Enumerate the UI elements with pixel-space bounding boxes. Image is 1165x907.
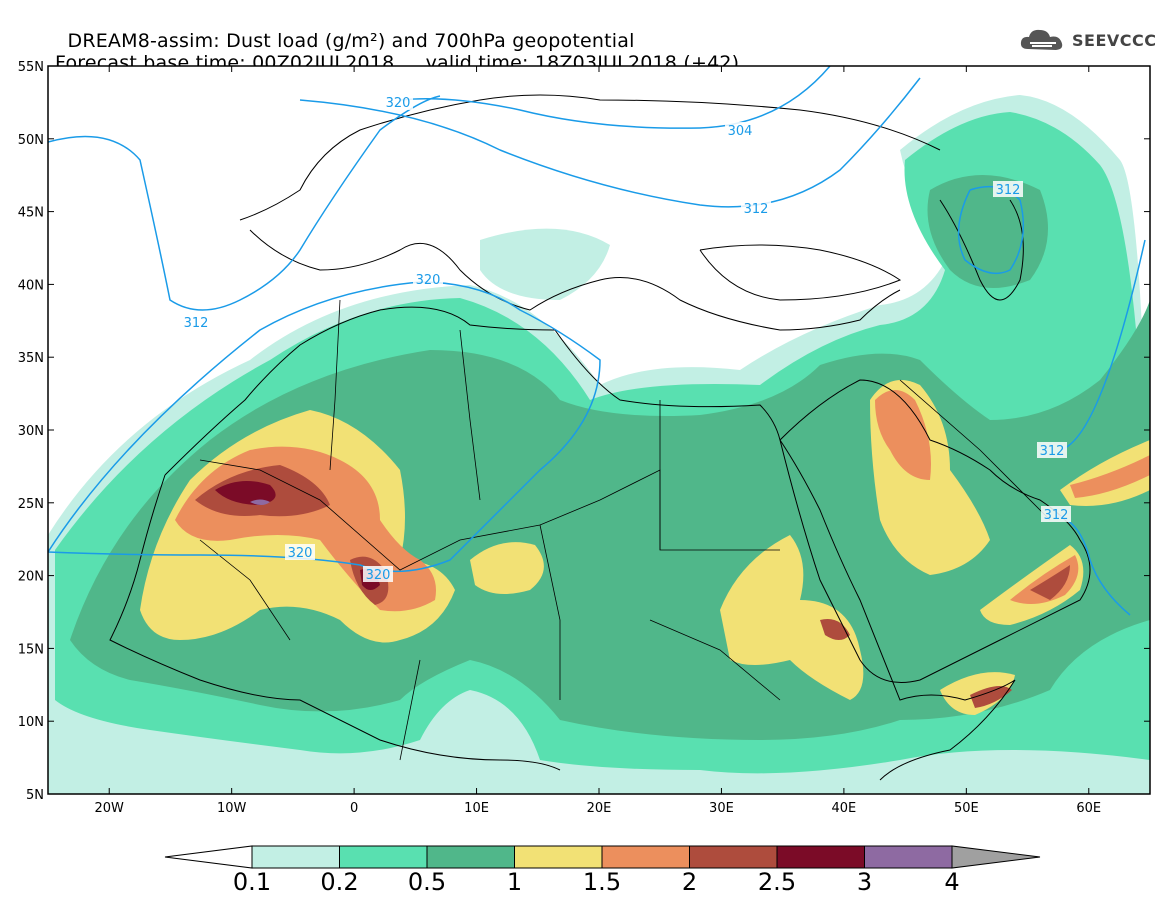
colorbar-label: 0.1 [232, 868, 272, 896]
contour-label: 312 [1040, 444, 1065, 459]
logo-text: SEEVCCC [1072, 30, 1157, 50]
contour-label: 312 [1044, 508, 1069, 523]
colorbar-segment [776, 845, 865, 869]
lon-label: 60E [1076, 801, 1101, 816]
lon-label: 30E [709, 801, 734, 816]
colorbar-segment [864, 845, 953, 869]
dust-level-1-sudan [720, 535, 864, 700]
lon-label: 50E [954, 801, 979, 816]
colorbar-segment [514, 845, 603, 869]
lat-label: 25N [18, 497, 44, 512]
lon-label: 20W [95, 801, 125, 816]
colorbar-labels: 0.1 0.2 0.5 1 1.5 2 2.5 3 4 [0, 868, 1165, 898]
lat-label: 10N [18, 715, 44, 730]
contour-label: 312 [744, 202, 769, 217]
lon-label: 0 [350, 801, 358, 816]
colorbar-label: 3 [856, 868, 873, 896]
colorbar-label: 1 [506, 868, 523, 896]
country-borders [199, 299, 1051, 761]
dust-level-0.5-caspian [927, 175, 1048, 288]
longitude-axis: 20W 10W 0 10E 20E 30E 40E 50E 60E [95, 66, 1101, 816]
contour-label-bg [181, 314, 211, 330]
contour-label-bg [993, 181, 1023, 197]
contour-label-bg [363, 566, 393, 582]
lat-label: 15N [18, 642, 44, 657]
latitude-axis: 55N 50N 45N 40N 35N 30N 25N 20N 15N 10N 5N [18, 60, 1150, 803]
colorbar-segment [601, 845, 690, 869]
colorbar-label: 2 [681, 868, 698, 896]
contour-label: 320 [288, 546, 313, 561]
contour-label-bg [725, 122, 755, 138]
cloud-icon [1020, 29, 1063, 50]
lat-label: 20N [18, 570, 44, 585]
contour-label-bg [413, 271, 443, 287]
contour-label-bg [383, 94, 413, 110]
contour-label-bg [741, 200, 771, 216]
lon-label: 20E [587, 801, 612, 816]
colorbar-segment [426, 845, 515, 869]
contour-label-bg [285, 544, 315, 560]
dust-level-3 [250, 499, 270, 505]
lon-label: 10W [217, 801, 247, 816]
contour-labels: 304 312 312 312 312 312 320 320 320 320 [181, 94, 1071, 583]
contour-label: 320 [416, 273, 441, 288]
lon-label: 10E [464, 801, 489, 816]
contour-312-north [48, 95, 441, 311]
contour-label: 320 [386, 96, 411, 111]
title-line-1: DREAM8-assim: Dust load (g/m²) and 700hP… [67, 30, 635, 52]
colorbar-segment [339, 845, 428, 869]
lon-label: 40E [832, 801, 857, 816]
contour-label: 312 [996, 183, 1021, 198]
contour-label: 304 [728, 124, 753, 139]
colorbar-label: 1.5 [582, 868, 622, 896]
contour-304 [399, 66, 831, 129]
contour-312-east [299, 77, 921, 208]
colorbar-low-arrow [164, 845, 253, 869]
lat-label: 40N [18, 278, 44, 293]
contour-label: 312 [184, 316, 209, 331]
lat-label: 45N [18, 206, 44, 221]
lat-label: 5N [26, 788, 44, 803]
lat-label: 30N [18, 424, 44, 439]
lat-label: 35N [18, 351, 44, 366]
dust-level-1.5-arabia [875, 390, 931, 480]
dust-level-1-central [470, 542, 544, 594]
lat-label: 50N [18, 133, 44, 148]
colorbar-segment [689, 845, 778, 869]
coastlines [109, 94, 1091, 781]
dust-level-1.5-iran [1070, 455, 1150, 498]
dust-load-field [48, 66, 1150, 794]
colorbar-label: 2.5 [757, 868, 797, 896]
dust-level-1.5-oman [1010, 555, 1079, 604]
contour-label-bg [1041, 506, 1071, 522]
contour-label-bg [1037, 442, 1067, 458]
colorbar [164, 845, 1041, 869]
dust-level-0.1-europe [480, 228, 610, 300]
colorbar-segment [251, 845, 340, 869]
colorbar-label: 0.5 [407, 868, 447, 896]
lat-label: 55N [18, 60, 44, 75]
contour-label: 320 [366, 568, 391, 583]
colorbar-high-arrow [951, 845, 1041, 869]
seevccc-logo: SEEVCCC [1018, 24, 1157, 56]
contour-320-main [48, 281, 601, 573]
colorbar-label: 4 [944, 868, 960, 896]
colorbar-label: 0.2 [320, 868, 359, 896]
